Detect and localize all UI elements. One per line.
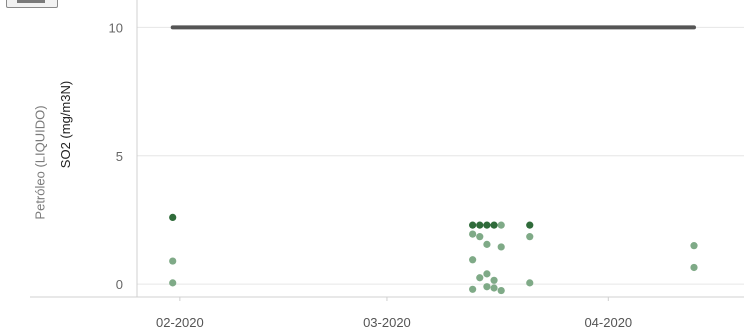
data-point: [690, 263, 698, 272]
y-tick-label: 0: [116, 277, 123, 292]
y-tick-label: 10: [109, 20, 123, 35]
data-point: [497, 221, 505, 229]
data-point: [469, 221, 477, 229]
x-tick-label: 04-2020: [584, 315, 632, 330]
data-point: [476, 221, 484, 229]
collapsed-tab-chip: [6, 0, 58, 8]
data-point: [497, 286, 505, 295]
data-point: [483, 283, 491, 291]
data-point: [476, 233, 484, 241]
data-point: [526, 279, 534, 287]
data-point: [469, 230, 477, 238]
data-point: [497, 243, 505, 251]
data-point: [476, 274, 484, 282]
data-point: [526, 221, 534, 229]
data-point: [169, 213, 177, 222]
data-point: [483, 221, 491, 229]
x-tick-label: 03-2020: [363, 315, 411, 330]
tick-labels: 0 5 10 02-2020 03-2020 04-2020: [109, 20, 633, 330]
data-point: [483, 240, 491, 248]
data-point: [490, 276, 498, 284]
data-point: [490, 221, 498, 229]
data-point: [169, 257, 177, 265]
data-point: [483, 270, 491, 278]
y-tick-label: 5: [116, 149, 123, 164]
gridlines: [137, 26, 744, 285]
data-point: [490, 284, 498, 292]
data-point: [469, 285, 477, 293]
x-tick-label: 02-2020: [156, 315, 204, 330]
points-layer: [169, 213, 698, 295]
data-point: [526, 233, 534, 241]
data-point: [469, 256, 477, 264]
axes: [30, 0, 744, 301]
data-point: [169, 279, 177, 287]
data-point: [690, 242, 698, 250]
